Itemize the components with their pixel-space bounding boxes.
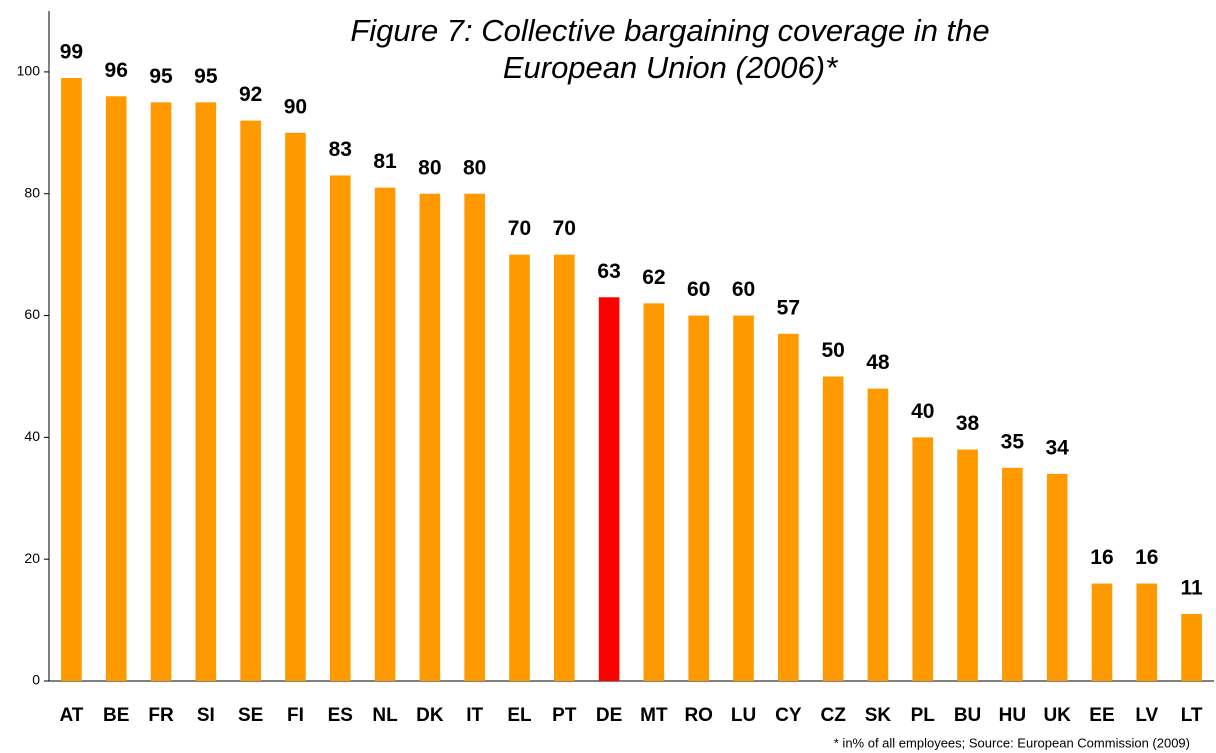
value-label: 57 — [777, 296, 800, 319]
x-tick-label: DE — [596, 705, 622, 726]
value-label: 60 — [687, 278, 710, 301]
value-label: 34 — [1045, 436, 1069, 459]
bar — [598, 297, 620, 681]
value-label: 95 — [149, 65, 173, 88]
y-tick-label: 100 — [17, 63, 41, 79]
x-tick-label: CZ — [820, 705, 846, 726]
bar — [867, 388, 889, 681]
x-tick-label: FR — [148, 705, 174, 726]
value-label: 70 — [508, 217, 531, 240]
value-label: 81 — [373, 150, 397, 173]
bar — [957, 449, 978, 681]
chart-title: Figure 7: Collective bargaining coverage… — [350, 13, 989, 48]
x-tick-label: BE — [103, 705, 129, 726]
bar — [464, 193, 485, 681]
value-label: 48 — [866, 351, 890, 374]
bar — [240, 120, 261, 682]
bar — [912, 437, 934, 681]
y-tick-label: 60 — [24, 306, 40, 322]
x-tick-label: IT — [466, 705, 483, 726]
bar — [1046, 473, 1068, 681]
value-label: 35 — [1001, 430, 1025, 453]
x-tick-label: AT — [59, 705, 83, 726]
y-tick-label: 80 — [24, 184, 40, 200]
value-label: 90 — [284, 95, 307, 118]
bar — [733, 315, 754, 681]
value-label: 60 — [732, 278, 755, 301]
bar — [285, 132, 306, 681]
bar — [778, 333, 799, 681]
x-tick-label: PL — [911, 705, 936, 726]
bar — [419, 193, 441, 681]
value-label: 62 — [642, 266, 665, 289]
value-label: 96 — [105, 59, 128, 82]
x-tick-label: LV — [1135, 705, 1158, 726]
bar — [688, 315, 710, 681]
y-tick-label: 20 — [24, 550, 40, 566]
bar — [553, 254, 575, 682]
bar — [509, 254, 530, 682]
x-tick-label: FI — [287, 705, 304, 726]
value-label: 16 — [1135, 546, 1158, 569]
x-tick-label: DK — [416, 705, 444, 726]
x-tick-label: BU — [954, 705, 981, 726]
value-label: 16 — [1090, 546, 1113, 569]
chart-title: European Union (2006)* — [503, 50, 838, 85]
y-tick-label: 0 — [32, 672, 40, 688]
x-tick-label: RO — [684, 705, 713, 726]
bar — [1091, 583, 1113, 681]
value-label: 40 — [911, 400, 934, 423]
x-tick-label: NL — [372, 705, 398, 726]
bar — [374, 187, 396, 682]
value-label: 50 — [821, 339, 844, 362]
value-label: 11 — [1180, 577, 1203, 600]
value-label: 70 — [553, 217, 576, 240]
value-label: 95 — [194, 65, 218, 88]
bar — [1136, 583, 1158, 681]
bar — [822, 376, 844, 681]
value-label: 99 — [60, 41, 83, 64]
x-tick-label: LU — [731, 705, 756, 726]
bar — [61, 78, 82, 681]
x-tick-label: EL — [507, 705, 532, 726]
x-tick-label: UK — [1043, 705, 1071, 726]
value-label: 83 — [329, 138, 352, 161]
value-label: 80 — [463, 156, 486, 179]
bar — [329, 175, 351, 682]
value-label: 80 — [418, 156, 441, 179]
x-tick-label: SK — [865, 705, 892, 726]
bar — [195, 102, 217, 681]
x-tick-label: SE — [238, 705, 263, 726]
x-tick-label: CY — [775, 705, 802, 726]
footnote: * in% of all employees; Source: European… — [834, 735, 1190, 750]
bar — [643, 303, 665, 681]
x-tick-label: SI — [197, 705, 215, 726]
value-label: 63 — [597, 260, 620, 283]
x-tick-label: ES — [328, 705, 353, 726]
bar — [150, 102, 172, 681]
x-tick-label: MT — [640, 705, 668, 726]
x-tick-label: EE — [1089, 705, 1114, 726]
x-tick-label: HU — [999, 705, 1026, 726]
bar — [1181, 614, 1202, 681]
bar — [105, 96, 127, 682]
value-label: 92 — [239, 83, 262, 106]
value-label: 38 — [956, 412, 980, 435]
x-tick-label: PT — [552, 705, 577, 726]
x-tick-label: LT — [1181, 705, 1203, 726]
bar — [1002, 467, 1023, 681]
y-tick-label: 40 — [24, 428, 40, 444]
